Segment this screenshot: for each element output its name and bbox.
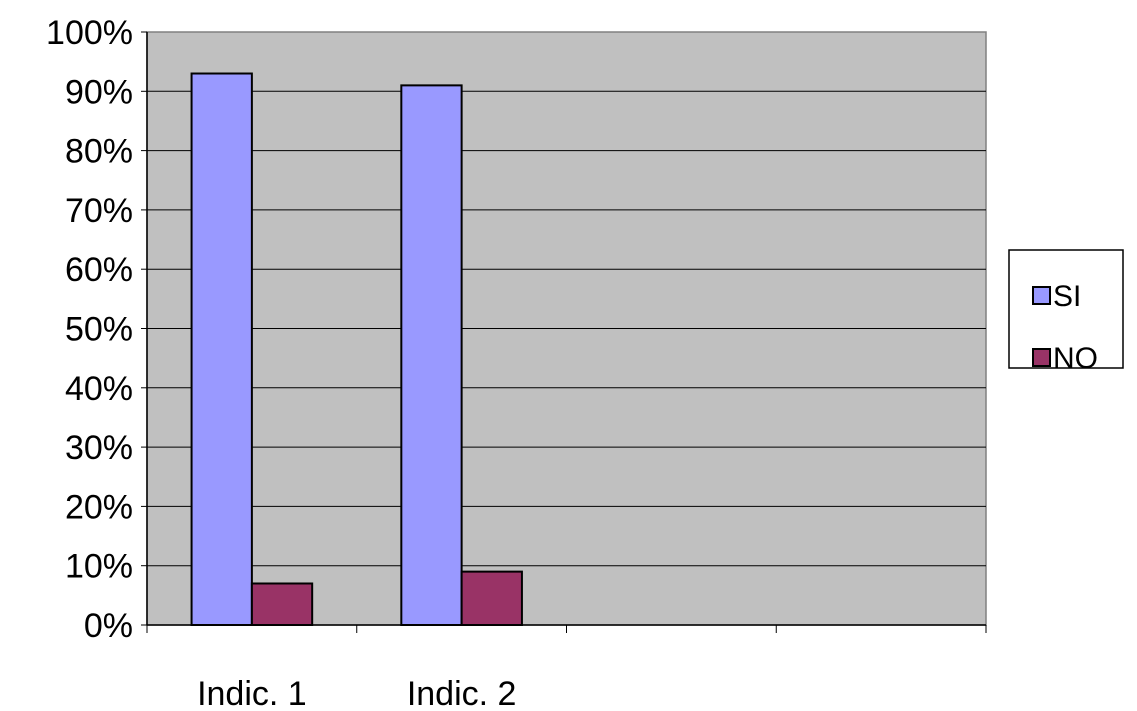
- y-tick-label: 40%: [65, 370, 133, 408]
- legend-label-no: NO: [1053, 342, 1098, 375]
- bar-si: [400, 84, 463, 627]
- x-axis-tick-labels: Indic. 1 Indic. 2: [197, 675, 516, 711]
- y-tick-label: 50%: [65, 311, 133, 349]
- y-tick-label: 20%: [65, 488, 133, 526]
- y-tick-label: 100%: [46, 14, 133, 52]
- y-tick-label: 0%: [84, 607, 133, 645]
- bar-si: [190, 72, 253, 626]
- bar-no: [250, 582, 314, 626]
- y-tick-label: 60%: [65, 251, 133, 289]
- bars: [190, 72, 523, 627]
- x-tick-label: Indic. 1: [197, 675, 307, 711]
- y-tick-label: 10%: [65, 548, 133, 586]
- y-tick-label: 30%: [65, 429, 133, 467]
- bar-no: [460, 570, 523, 627]
- y-axis-tick-labels: 0% 10% 20% 30% 40% 50% 60% 70% 80% 90% 100%: [46, 14, 147, 645]
- legend-label-si: SI: [1053, 280, 1081, 313]
- y-tick-label: 80%: [65, 133, 133, 171]
- legend-box: [1008, 249, 1124, 369]
- y-tick-label: 90%: [65, 73, 133, 111]
- legend: SI NO: [1008, 249, 1124, 375]
- gridlines: [147, 90, 986, 567]
- legend-swatch-si: [1032, 286, 1051, 305]
- x-tick-label: Indic. 2: [407, 675, 517, 711]
- legend-swatch-no: [1032, 348, 1051, 367]
- y-tick-label: 70%: [65, 192, 133, 230]
